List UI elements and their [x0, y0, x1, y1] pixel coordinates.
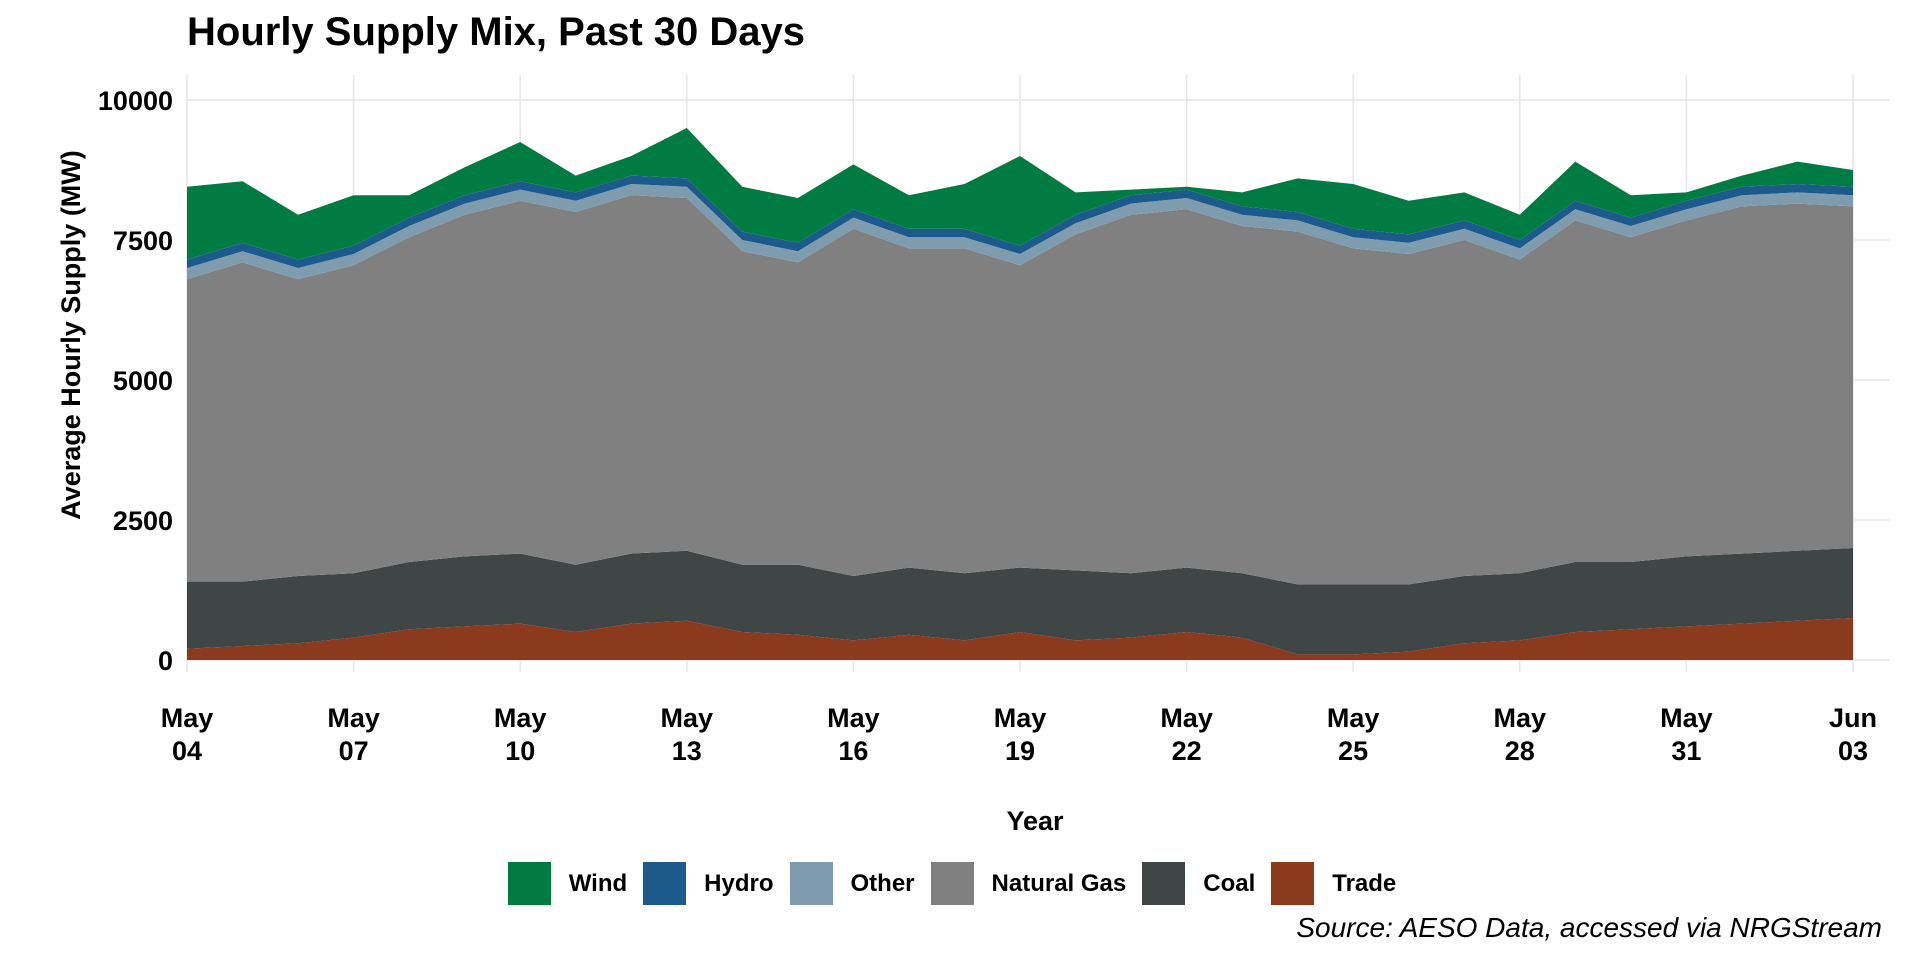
legend-item-natural-gas: Natural Gas: [930, 862, 1127, 905]
x-tick-labels: May 04 May 07 May 10 May 13 May 16 May 19 May 22 May 25…: [161, 703, 1877, 766]
legend-item-other: Other: [789, 862, 915, 905]
area-natural-gas: [187, 195, 1853, 585]
area-hydro: [187, 175, 1853, 268]
area-coal: [187, 548, 1853, 655]
stacked-areas: [187, 128, 1853, 660]
x-tick-label: May 07: [327, 703, 380, 766]
y-tick-label: 5000: [113, 366, 173, 396]
y-tick-label: 0: [158, 646, 173, 676]
y-tick-labels: 0 2500 5000 7500 10000: [98, 86, 173, 676]
legend-item-hydro: Hydro: [643, 862, 774, 905]
source-caption: Source: AESO Data, accessed via NRGStrea…: [1296, 912, 1882, 943]
x-tick-label: May 25: [1327, 703, 1380, 766]
legend-label: Other: [850, 869, 915, 897]
y-axis-title: Average Hourly Supply (MW): [56, 150, 86, 520]
legend-swatch: [1142, 862, 1186, 905]
legend-item-wind: Wind: [507, 862, 628, 905]
legend-label: Wind: [568, 869, 628, 897]
y-tick-label: 7500: [113, 226, 173, 256]
x-tick-label: Jun 03: [1829, 703, 1877, 766]
legend-label: Natural Gas: [991, 869, 1127, 897]
legend-label: Trade: [1332, 869, 1397, 897]
area-other: [187, 184, 1853, 280]
legend-item-trade: Trade: [1271, 862, 1396, 905]
legend-swatch: [643, 862, 687, 905]
x-tick-label: May 10: [494, 703, 547, 766]
y-tick-label: 2500: [113, 506, 173, 536]
x-tick-label: May 28: [1494, 703, 1547, 766]
legend-swatch: [1271, 862, 1315, 905]
x-tick-label: May 16: [827, 703, 880, 766]
area-trade: [187, 618, 1853, 660]
legend-label: Coal: [1203, 869, 1256, 897]
legend: Wind Hydro Other Natural Gas Coal Trade: [0, 862, 1920, 905]
chart-title: Hourly Supply Mix, Past 30 Days: [187, 10, 805, 54]
x-tick-label: May 19: [994, 703, 1047, 766]
legend-swatch: [789, 862, 833, 905]
x-tick-label: May 22: [1160, 703, 1213, 766]
x-tick-label: May 04: [161, 703, 214, 766]
area-wind: [187, 128, 1853, 260]
legend-swatch: [507, 862, 551, 905]
legend-label: Hydro: [704, 869, 774, 897]
x-tick-label: May 31: [1660, 703, 1713, 766]
legend-item-coal: Coal: [1142, 862, 1255, 905]
x-tick-label: May 13: [661, 703, 714, 766]
legend-swatch: [930, 862, 974, 905]
y-tick-label: 10000: [98, 86, 173, 116]
x-axis-title: Year: [1006, 806, 1064, 836]
